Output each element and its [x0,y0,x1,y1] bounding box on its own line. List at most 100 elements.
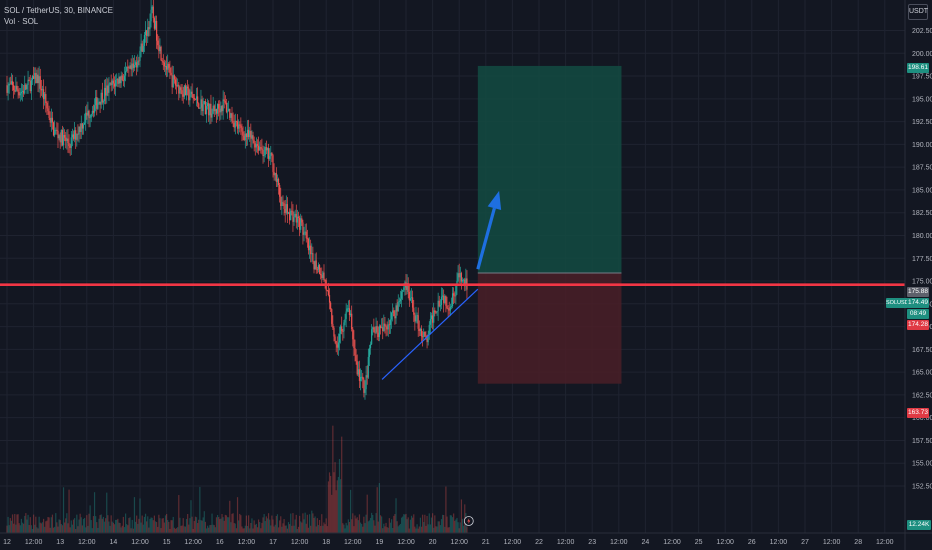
symbol-legend[interactable]: SOL / TetherUS, 30, BINANCE [4,6,113,15]
volume-bar [447,527,449,533]
candle-body [392,310,394,313]
candle-body [87,110,89,116]
volume-bar [345,522,347,533]
volume-bar [207,525,209,533]
volume-bar [132,528,134,533]
candle-body [138,60,140,62]
volume-bar [388,518,390,533]
volume-bar [14,514,16,533]
candle-body [441,295,444,297]
candle-body [430,315,433,320]
candle-body [130,65,132,70]
candle-body [45,94,47,103]
candle-body [118,76,120,84]
candle-body [210,103,212,118]
volume-bar [136,515,138,533]
volume-bar [458,528,460,533]
candle-body [422,336,424,338]
candle-body [291,210,293,212]
y-tick-label: 155.00 [912,461,932,468]
candle-body [281,202,283,207]
volume-bar [435,526,437,533]
candle-body [242,131,244,136]
price-axis[interactable]: 202.50 200.00 197.50 195.00 192.50 190.00 187.… [904,0,932,550]
volume-bar [347,519,349,533]
volume-bar [443,515,445,533]
candle-body [147,27,149,36]
y-tick-label: 180.00 [912,233,932,240]
volume-bar [9,518,11,533]
candle-body [252,135,254,141]
volume-bar [13,523,15,533]
volume-bar [353,526,355,533]
volume-bar [39,522,41,533]
candle-body [454,295,456,297]
volume-bar [34,524,36,533]
drawings[interactable] [0,190,905,526]
candle-body [178,84,180,94]
candle-body [171,75,173,88]
candle-body [47,108,49,112]
volume-bar [330,475,332,533]
volume-bar [251,518,253,533]
time-axis[interactable]: 12 12:00 13 12:00 14 12:00 15 12:00 16 12:00 17 12:… [0,532,932,546]
candle-body [187,86,189,89]
candle-body [220,106,222,113]
volume-bar [143,516,146,533]
volume-bar [191,516,193,533]
candle-body [81,123,83,129]
candle-body [287,212,290,214]
candle-body [407,283,409,292]
candle-body [260,147,262,149]
volume-bar [213,525,215,533]
volume-bar [219,519,221,533]
volume-bar [362,526,364,533]
candle-body [359,376,362,381]
volume-legend[interactable]: Vol · SOL [4,17,39,26]
volume-bar [326,526,328,533]
volume-bar [198,519,200,533]
volume-bar [201,520,203,533]
candle-body [6,85,8,93]
candle-body [316,269,318,271]
candle-body [282,202,284,204]
candle-body [137,60,139,68]
candle-body [289,212,291,221]
volume-bar [57,526,59,533]
candle-body [249,131,251,137]
volume-bar [76,514,78,533]
candle-body [21,90,24,92]
candle-body [167,63,169,70]
candle-body [108,83,110,93]
candle-body [337,342,339,348]
candle-body [30,80,32,92]
candle-body [263,154,265,157]
candle-body [417,315,419,329]
volume-bar [264,521,266,533]
candle-body [225,102,228,112]
volume-bar [303,519,305,533]
y-tick-label: 165.00 [912,370,932,377]
volume-bar [42,518,45,533]
candle-body [55,129,57,131]
candle-body [67,138,69,144]
candle-body [440,296,443,306]
volume-bar [376,487,378,533]
candle-body [300,218,302,230]
candle-body [179,87,181,94]
volume-bar [65,518,67,533]
candle-body [41,89,44,91]
volume-bar [426,516,428,533]
candle-body [123,75,126,81]
candle-body [321,275,323,279]
volume-bar [284,525,286,533]
volume-bar [463,525,465,533]
candle-body [315,260,317,270]
candle-body [379,325,382,329]
candle-body [28,79,30,82]
volume-bar [154,521,157,533]
volume-bar [148,527,150,533]
currency-button[interactable]: USDT [908,4,928,20]
volume-bar [179,517,181,533]
